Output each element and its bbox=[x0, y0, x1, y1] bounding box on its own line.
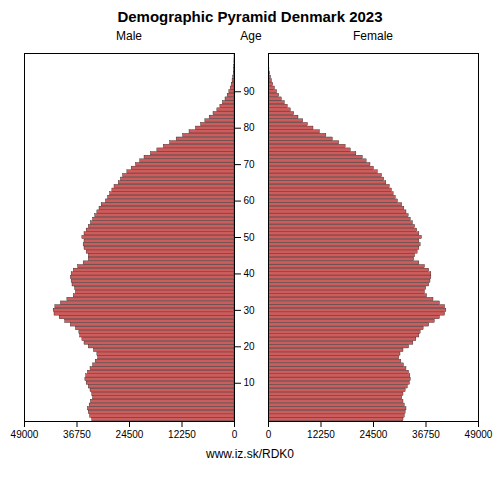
svg-text:24500: 24500 bbox=[116, 429, 144, 440]
html-text:Demographic Pyramid Denmark 20: Demographic Pyramid Denmark 2023 bbox=[117, 8, 383, 25]
svg-text:50: 50 bbox=[244, 232, 256, 243]
svg-text:36750: 36750 bbox=[412, 429, 440, 440]
svg-text:12250: 12250 bbox=[168, 429, 196, 440]
svg-text:60: 60 bbox=[244, 195, 256, 206]
svg-text:90: 90 bbox=[244, 86, 256, 97]
svg-text:49000: 49000 bbox=[465, 429, 493, 440]
svg-text:30: 30 bbox=[244, 305, 256, 316]
svg-text:80: 80 bbox=[244, 122, 256, 133]
svg-text:10: 10 bbox=[244, 377, 256, 388]
svg-text:24500: 24500 bbox=[360, 429, 388, 440]
html-text:www.iz.sk/RDK0: www.iz.sk/RDK0 bbox=[206, 447, 294, 461]
svg-text:40: 40 bbox=[244, 268, 256, 279]
svg-text:0: 0 bbox=[266, 429, 272, 440]
html-text:Male: Male bbox=[116, 29, 142, 43]
html-text:Female: Female bbox=[353, 29, 393, 43]
svg-text:36750: 36750 bbox=[63, 429, 91, 440]
svg-text:49000: 49000 bbox=[11, 429, 39, 440]
html-text:Age: Age bbox=[240, 29, 262, 43]
svg-text:70: 70 bbox=[244, 159, 256, 170]
svg-text:0: 0 bbox=[232, 429, 238, 440]
svg-text:20: 20 bbox=[244, 341, 256, 352]
svg-text:12250: 12250 bbox=[307, 429, 335, 440]
